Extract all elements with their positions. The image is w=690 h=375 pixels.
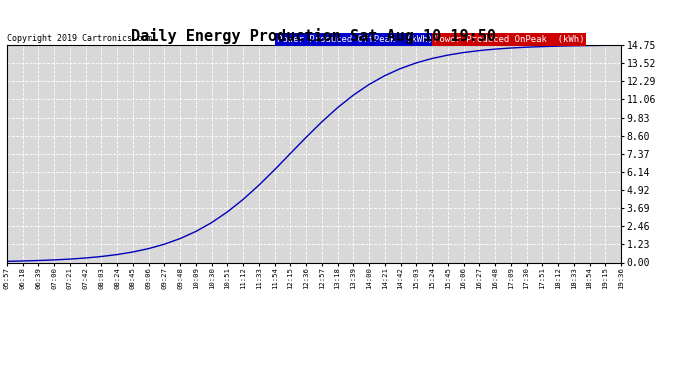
Title: Daily Energy Production Sat Aug 10 19:50: Daily Energy Production Sat Aug 10 19:50 (132, 28, 496, 44)
Text: Power Produced OnPeak  (kWh): Power Produced OnPeak (kWh) (434, 35, 584, 44)
Text: Copyright 2019 Cartronics.com: Copyright 2019 Cartronics.com (7, 34, 152, 43)
Text: Power Produced OffPeak  (kWh): Power Produced OffPeak (kWh) (277, 35, 433, 44)
